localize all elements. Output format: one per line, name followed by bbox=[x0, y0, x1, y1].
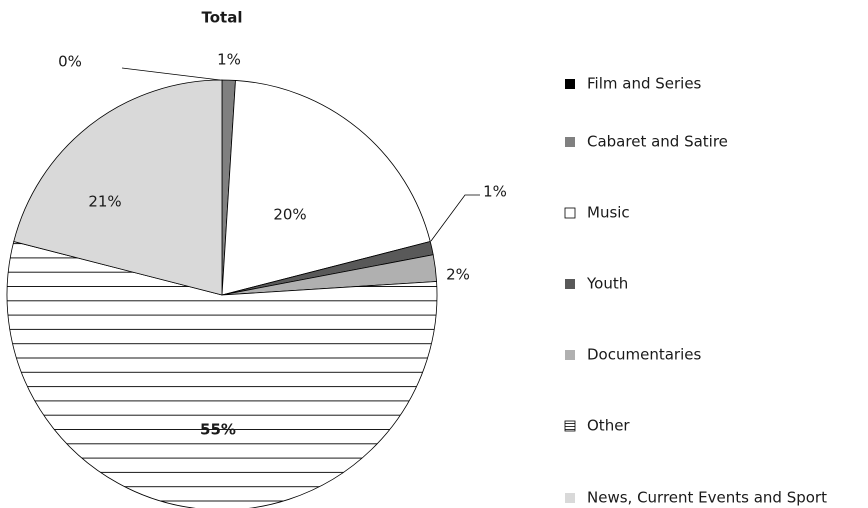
legend-label: Film and Series bbox=[587, 75, 702, 93]
data-label: 21% bbox=[88, 193, 121, 211]
data-label: 1% bbox=[483, 183, 507, 201]
legend-swatch bbox=[565, 137, 575, 147]
pie-slice bbox=[6, 241, 438, 508]
legend-swatch bbox=[564, 207, 576, 219]
legend-label: Music bbox=[587, 204, 630, 222]
legend-label: Youth bbox=[586, 275, 628, 293]
pie-slice bbox=[13, 79, 223, 296]
data-label: 2% bbox=[446, 266, 470, 284]
legend-swatch bbox=[565, 79, 575, 89]
legend-label: News, Current Events and Sport bbox=[587, 489, 827, 507]
chart-title: Total bbox=[202, 9, 243, 27]
legend-swatch bbox=[564, 420, 576, 432]
data-label: 0% bbox=[58, 53, 82, 71]
leader-line bbox=[121, 67, 221, 81]
legend-swatch bbox=[565, 350, 575, 360]
data-label: 55% bbox=[200, 421, 236, 439]
data-label: 20% bbox=[273, 206, 306, 224]
legend-label: Other bbox=[587, 417, 630, 435]
legend-label: Documentaries bbox=[587, 346, 701, 364]
legend-swatch bbox=[565, 493, 575, 503]
legend-label: Cabaret and Satire bbox=[587, 133, 728, 151]
leader-line bbox=[430, 194, 480, 242]
pie-slice bbox=[221, 79, 431, 296]
legend-swatch bbox=[565, 279, 575, 289]
data-label: 1% bbox=[217, 51, 241, 69]
